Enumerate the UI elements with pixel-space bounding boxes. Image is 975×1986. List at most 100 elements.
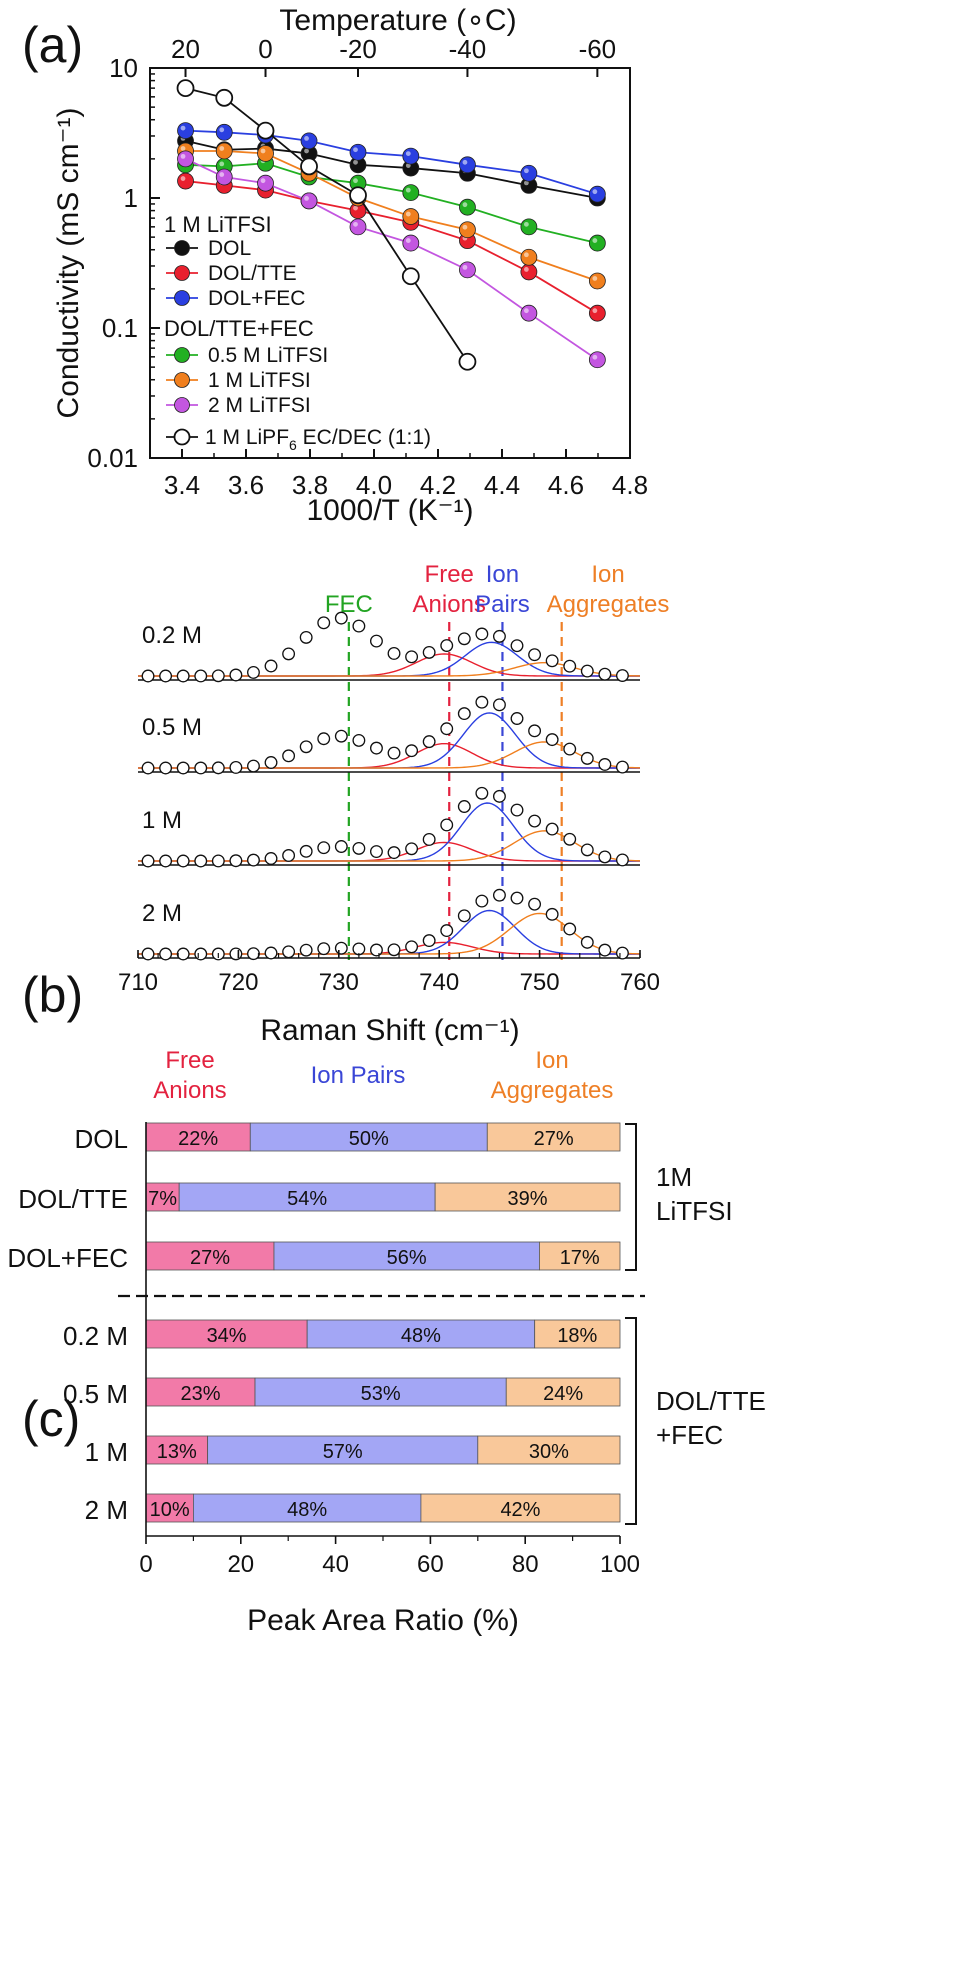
data-point-highlight [405, 211, 411, 217]
plot-frame-a [149, 67, 631, 459]
x-tick-label-a: 3.8 [292, 470, 328, 500]
data-point [215, 123, 233, 141]
legend-label: DOL+FEC [208, 287, 305, 310]
experimental-point [159, 761, 173, 775]
experimental-point [370, 845, 383, 858]
data-point-open [176, 79, 195, 98]
experimental-point [457, 909, 471, 923]
segment-header: Aggregates [491, 1077, 614, 1104]
experimental-point [176, 854, 190, 868]
legend-label: 1 M LiTFSI [208, 369, 311, 392]
data-point-highlight [523, 180, 529, 186]
data-point-highlight [304, 195, 309, 201]
experimental-point [299, 630, 313, 644]
experimental-point [475, 627, 489, 641]
experimental-point [422, 934, 436, 948]
data-point-highlight [180, 153, 186, 159]
bar-segment [249, 1122, 488, 1152]
bar-value-label: 30% [529, 1441, 569, 1463]
bar-value-label: 17% [560, 1247, 600, 1269]
legend-group-title: DOL/TTE+FEC [164, 316, 314, 341]
data-point-highlight [405, 151, 411, 157]
data-point-open [256, 121, 275, 140]
x-tick-label-b: 720 [218, 969, 258, 996]
experimental-point [264, 946, 278, 960]
legend-label: DOL [208, 237, 251, 260]
experimental-point [615, 760, 629, 774]
ref-line-label: Ion [486, 561, 519, 588]
data-point-highlight [462, 202, 468, 208]
data-point [215, 168, 233, 186]
experimental-point [492, 629, 506, 643]
data-point-highlight [304, 135, 309, 141]
data-point [402, 184, 420, 202]
experimental-point [598, 943, 612, 957]
top-tick-label-a: -20 [339, 34, 377, 64]
legend-marker [174, 290, 190, 306]
top-tick-label-a: -60 [579, 34, 617, 64]
data-point [300, 132, 318, 150]
bar-segment [207, 1435, 479, 1465]
row-label: 1 M [85, 1437, 128, 1467]
experimental-point [580, 751, 594, 765]
experimental-point [387, 846, 401, 860]
bar-value-label: 50% [349, 1128, 389, 1150]
experimental-point [598, 850, 612, 864]
panel-c: Free Anions Ion Pairs Ion Aggregates DOL 22% 50… [7, 1047, 765, 1637]
experimental-point [299, 844, 313, 858]
experimental-point [405, 940, 419, 954]
x-tick-label-c: 60 [417, 1551, 444, 1578]
data-point-highlight [260, 178, 266, 184]
panel-label-b: (b) [22, 967, 83, 1023]
x-axis-title-c: Peak Area Ratio (%) [247, 1604, 519, 1637]
data-point-open [458, 352, 477, 371]
experimental-point [475, 894, 489, 908]
data-point [588, 272, 606, 290]
experimental-point [422, 832, 436, 846]
spectrum-label: 0.5 M [142, 714, 202, 741]
data-point [520, 248, 538, 266]
top-axis-title-a: Temperature (∘C) [279, 4, 516, 37]
experimental-point [528, 648, 542, 662]
experimental-point [264, 659, 278, 673]
bar-value-label: 10% [150, 1499, 190, 1521]
data-point-highlight [523, 267, 529, 272]
experimental-point [563, 742, 577, 756]
experimental-point [492, 888, 506, 902]
data-point-highlight [353, 205, 358, 211]
bar-segment [477, 1435, 621, 1465]
data-point [459, 221, 476, 239]
experimental-point [194, 854, 208, 868]
x-tick-label-a: 4.0 [356, 470, 392, 500]
data-point-highlight [462, 224, 468, 230]
legend-marker [174, 397, 190, 413]
group-bracket [625, 1317, 637, 1525]
data-point-highlight [180, 176, 186, 181]
experimental-point [264, 756, 278, 769]
group-label: DOL/TTE [656, 1386, 766, 1416]
data-point-highlight [180, 146, 186, 151]
bar-value-label: 42% [500, 1499, 540, 1521]
bar-segment [420, 1493, 621, 1523]
legend-marker [174, 240, 190, 256]
experimental-point [492, 789, 506, 803]
data-point-highlight [592, 189, 598, 195]
experimental-point [510, 712, 524, 725]
experimental-point [387, 746, 401, 760]
row-label: DOL/TTE [18, 1184, 128, 1214]
x-tick-label-a: 4.4 [484, 470, 520, 500]
experimental-point [352, 841, 366, 855]
experimental-point [194, 669, 208, 683]
experimental-point [440, 722, 454, 736]
data-point [520, 263, 538, 281]
data-point [520, 164, 538, 182]
bar-segment [434, 1182, 621, 1212]
experimental-point [580, 843, 594, 857]
experimental-point [545, 654, 559, 668]
data-point [177, 122, 194, 139]
data-point-highlight [592, 354, 598, 360]
data-point-highlight [219, 146, 225, 151]
experimental-point [422, 645, 436, 659]
ref-line-label: Aggregates [547, 591, 670, 618]
